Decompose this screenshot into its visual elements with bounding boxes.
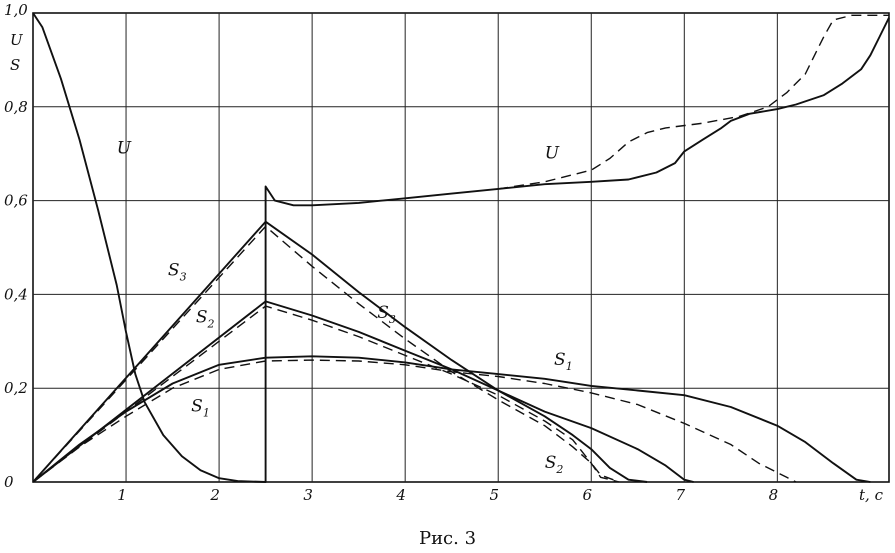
y-tick-label-4: 0,8 bbox=[4, 98, 28, 116]
figure-caption: Рис. 3 bbox=[0, 528, 895, 549]
curve-label-u: U bbox=[117, 139, 132, 159]
curve-label-s2: S2 bbox=[545, 453, 564, 476]
x-tick-label-4: 4 bbox=[395, 486, 406, 504]
curve-label-s3: S3 bbox=[377, 303, 396, 326]
chart-tick-labels: 1 2 3 4 5 6 7 800,20,40,60,81,0t, cUS bbox=[4, 1, 884, 504]
series-line-s2-dashed bbox=[33, 306, 619, 482]
x-tick-label-5: 5 bbox=[489, 486, 499, 504]
chart-grid bbox=[33, 13, 889, 482]
series-line-s2-solid bbox=[33, 301, 694, 482]
chart-curve-labels: U U S3 S2 S3 S1 S1 S2 bbox=[117, 139, 573, 476]
plot-frame bbox=[33, 13, 889, 482]
y-axis-label-u: U bbox=[10, 31, 24, 49]
chart-series bbox=[33, 13, 889, 482]
y-tick-label-2: 0,4 bbox=[4, 285, 28, 303]
curve-label-s1: S1 bbox=[554, 350, 573, 373]
y-axis-label-s: S bbox=[10, 56, 20, 74]
curve-label-s3: S3 bbox=[168, 261, 187, 284]
series-line-s1-dashed bbox=[33, 360, 796, 482]
curve-label-s1: S1 bbox=[191, 397, 210, 420]
curve-label-u: U bbox=[545, 143, 560, 163]
y-tick-label-1: 0,2 bbox=[4, 379, 28, 397]
y-tick-label-5: 1,0 bbox=[4, 1, 28, 19]
y-tick-label-3: 0,6 bbox=[4, 192, 28, 210]
series-line-s1-solid bbox=[33, 356, 870, 482]
x-tick-label-7: 7 bbox=[676, 486, 686, 504]
y-tick-label-0: 0 bbox=[4, 473, 14, 491]
x-axis-label: t, c bbox=[859, 486, 884, 504]
series-line-u-solid bbox=[33, 13, 889, 482]
x-tick-label-6: 6 bbox=[582, 486, 592, 504]
curve-label-s2: S2 bbox=[196, 308, 215, 331]
x-tick-label-8: 8 bbox=[769, 486, 779, 504]
x-tick-label-1: 1 bbox=[117, 486, 127, 504]
x-tick-label-2: 2 bbox=[209, 486, 220, 504]
x-tick-label-3: 3 bbox=[303, 486, 313, 504]
